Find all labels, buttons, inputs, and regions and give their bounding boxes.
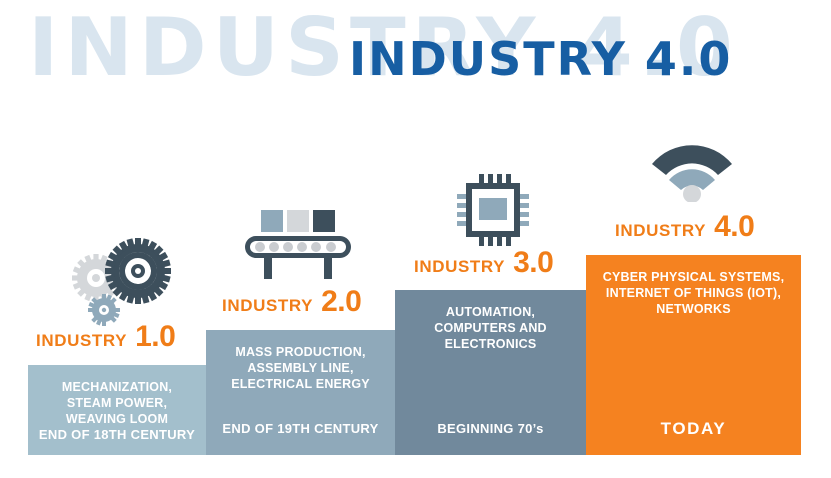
conveyor-belt-icon [243, 208, 353, 280]
wifi-arc-middle [669, 169, 715, 190]
stage-label-4: INDUSTRY 4.0 [615, 210, 755, 243]
stage-bar-4: CYBER PHYSICAL SYSTEMS, INTERNET OF THIN… [586, 255, 801, 455]
chip-pins-bottom [479, 235, 511, 246]
desc-line: ELECTRICAL ENERGY [231, 377, 370, 391]
stage-description-3: AUTOMATION, COMPUTERS AND ELECTRONICS [426, 304, 555, 352]
stage-label-word-4: INDUSTRY [615, 221, 707, 240]
stage-bar-1: MECHANIZATION, STEAM POWER, WEAVING LOOM… [28, 365, 206, 455]
stage-label-2: INDUSTRY 2.0 [222, 285, 362, 318]
conveyor-box-1 [261, 210, 283, 232]
chip-pins-right [518, 194, 529, 226]
stage-description-2: MASS PRODUCTION, ASSEMBLY LINE, ELECTRIC… [223, 344, 378, 392]
wifi-dot [683, 185, 701, 203]
microchip-icon [457, 174, 529, 246]
stage-column-3[interactable]: AUTOMATION, COMPUTERS AND ELECTRONICS BE… [395, 290, 586, 455]
stage-label-number-2: 2.0 [321, 285, 362, 318]
conveyor-belt-icon-svg [245, 210, 351, 279]
chip-pins-top [479, 174, 511, 185]
desc-line: STEAM POWER, [66, 396, 168, 410]
title-block: INDUSTRY 4.0 INDUSTRY 4.0 [0, 0, 831, 120]
wifi-icon [650, 140, 734, 203]
desc-line: WEAVING LOOM [65, 412, 169, 426]
stage-description-1: MECHANIZATION, STEAM POWER, WEAVING LOOM [54, 379, 180, 427]
desc-line: NETWORKS [656, 302, 731, 316]
stage-label-number-3: 3.0 [513, 246, 554, 279]
wifi-arc-outer [652, 145, 732, 175]
page-title: INDUSTRY 4.0 [349, 32, 733, 86]
stage-column-2[interactable]: MASS PRODUCTION, ASSEMBLY LINE, ELECTRIC… [206, 330, 395, 455]
stage-label-word-1: INDUSTRY [36, 331, 128, 350]
stage-label-number-4: 4.0 [714, 210, 755, 243]
gears-icon-svg [72, 238, 171, 326]
title-watermark: INDUSTRY 4.0 [28, 1, 739, 94]
conveyor-box-3 [313, 210, 335, 232]
gear-dark [105, 238, 171, 304]
stage-era-3: BEGINNING 70’s [437, 421, 544, 436]
conveyor-leg-right [324, 258, 332, 279]
desc-line: AUTOMATION, [445, 305, 536, 319]
stage-label-number-1: 1.0 [135, 320, 176, 353]
desc-line: MASS PRODUCTION, [235, 345, 366, 359]
stage-bar-2: MASS PRODUCTION, ASSEMBLY LINE, ELECTRIC… [206, 330, 395, 455]
stage-description-4: CYBER PHYSICAL SYSTEMS, INTERNET OF THIN… [595, 269, 793, 317]
stage-label-1: INDUSTRY 1.0 [36, 320, 176, 353]
stage-era-4: TODAY [660, 419, 727, 438]
desc-line: COMPUTERS AND [434, 321, 547, 335]
stage-era-2: END OF 19TH CENTURY [222, 421, 379, 436]
desc-line: MECHANIZATION, [61, 380, 173, 394]
stage-column-1[interactable]: MECHANIZATION, STEAM POWER, WEAVING LOOM… [28, 365, 206, 455]
stage-bar-3: AUTOMATION, COMPUTERS AND ELECTRONICS BE… [395, 290, 586, 455]
stage-era-1: END OF 18TH CENTURY [38, 427, 196, 442]
desc-line: ELECTRONICS [444, 337, 537, 351]
stage-column-4[interactable]: CYBER PHYSICAL SYSTEMS, INTERNET OF THIN… [586, 255, 801, 455]
stage-label-3: INDUSTRY 3.0 [414, 246, 554, 279]
desc-line: CYBER PHYSICAL SYSTEMS, [602, 270, 785, 284]
wifi-icon-svg [652, 145, 732, 203]
chip-pins-left [457, 194, 468, 226]
microchip-icon-svg [457, 174, 529, 246]
conveyor-leg-left [264, 258, 272, 279]
desc-line: INTERNET OF THINGS (IOT), [605, 286, 782, 300]
stage-label-word-3: INDUSTRY [414, 257, 506, 276]
desc-line: ASSEMBLY LINE, [247, 361, 354, 375]
gears-icon [64, 237, 174, 327]
gear-small [88, 294, 120, 326]
conveyor-box-2 [287, 210, 309, 232]
chip-core [479, 198, 507, 220]
stage-label-word-2: INDUSTRY [222, 296, 314, 315]
